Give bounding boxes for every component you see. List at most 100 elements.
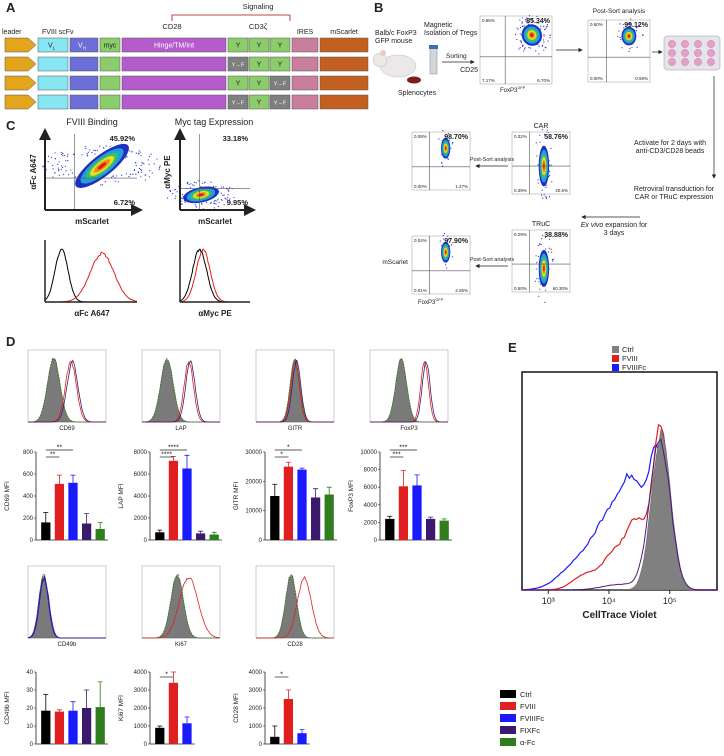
significance-label: * [287, 445, 290, 452]
flow-event [442, 235, 444, 237]
hinge-domain [121, 75, 227, 91]
flow-event [100, 184, 102, 186]
flow-event [213, 200, 215, 202]
error-bar [414, 474, 420, 486]
flow-event [543, 34, 545, 36]
flow-event [54, 158, 57, 160]
flow-event [626, 22, 628, 25]
flow-event [198, 180, 200, 182]
legend-swatch [500, 714, 516, 722]
well [668, 40, 676, 48]
flow-event [629, 48, 631, 50]
histogram-curve [142, 357, 220, 423]
quadrant-percent: 0.50% [514, 286, 527, 291]
flow-event [129, 150, 131, 152]
flow-event [176, 191, 178, 193]
flow-event [452, 142, 454, 144]
itam-label: Y [257, 43, 262, 50]
flow-event [536, 155, 538, 157]
flow-event [514, 33, 517, 36]
flow-event [517, 28, 519, 30]
flow-event [186, 181, 188, 184]
error-bar [70, 474, 76, 483]
x-tick-label: 10³ [542, 596, 555, 606]
flow-event [628, 23, 630, 25]
flow-event [539, 283, 541, 285]
quadrant-percent: 97.90% [444, 238, 469, 245]
itam-label: Y→F [232, 63, 245, 69]
flow-event [101, 184, 103, 186]
myc-tag [99, 37, 121, 53]
flow-event [528, 15, 531, 17]
flow-event [204, 181, 206, 183]
error-bar [70, 701, 76, 711]
flow-event [544, 301, 546, 303]
quadrant-percent: 0.60% [590, 22, 603, 27]
leader-arrow [4, 75, 37, 91]
flow-event [133, 169, 136, 172]
error-bar [400, 470, 406, 487]
label-main: FoxP3 [418, 300, 436, 306]
ires-segment [291, 56, 319, 72]
histogram-curve [44, 248, 137, 303]
flow-event [536, 22, 538, 24]
flow-event [548, 238, 551, 240]
flow-event [542, 234, 544, 236]
flow-event [228, 190, 230, 192]
flow-event [89, 149, 91, 151]
legend-swatch [612, 346, 619, 353]
flow-event [87, 155, 89, 157]
itam-box [248, 56, 270, 72]
flow-event [541, 237, 543, 240]
y-tick-label: 2000 [134, 706, 148, 712]
ires-segment [291, 37, 319, 53]
error-bar [43, 694, 49, 711]
flow-event [636, 46, 638, 48]
flow-event [87, 151, 89, 153]
flow-event [226, 199, 228, 201]
histogram-label: Ki67 [175, 642, 188, 648]
itam-box [227, 37, 249, 53]
leader-label: leader [2, 29, 22, 36]
flow-event [65, 160, 67, 162]
flow-plot-frame [479, 15, 553, 85]
flow-event [545, 248, 547, 250]
histogram-curve [179, 248, 250, 303]
flow-plot-frame [411, 131, 471, 191]
flow-event [519, 40, 521, 42]
itam-box [269, 37, 291, 53]
significance-label: * [280, 672, 283, 679]
mscarlet-segment [319, 37, 369, 53]
y-tick-label: 8000 [134, 450, 148, 456]
y-tick-label: 10000 [245, 509, 262, 515]
y-tick-label: 4000 [134, 670, 148, 676]
flow-event [635, 30, 638, 32]
flow-event [445, 264, 447, 266]
bar [168, 682, 179, 744]
flow-event [110, 176, 113, 178]
flow-event [630, 18, 632, 20]
tube-cap [429, 45, 438, 49]
axis-label: mScarlet [198, 217, 232, 226]
flow-event [93, 149, 95, 151]
flow-event [549, 34, 551, 37]
flow-event [540, 194, 543, 196]
flow-event [112, 175, 114, 177]
flow-event [544, 21, 547, 23]
flow-event [124, 157, 127, 159]
flow-event [524, 18, 527, 20]
significance-label: ** [57, 445, 63, 452]
error-bar [272, 483, 278, 496]
flow-event [214, 199, 216, 202]
flow-event [99, 145, 101, 147]
flow-event [549, 170, 551, 172]
flow-event [538, 45, 540, 47]
y-tick-label: 0 [259, 742, 263, 748]
flow-event [516, 27, 518, 29]
flow-event [147, 159, 149, 161]
legend-swatch [500, 726, 516, 734]
flow-event [443, 232, 446, 235]
flow-event [60, 168, 62, 170]
flow-event [532, 20, 534, 23]
signaling-bracket [171, 14, 291, 21]
